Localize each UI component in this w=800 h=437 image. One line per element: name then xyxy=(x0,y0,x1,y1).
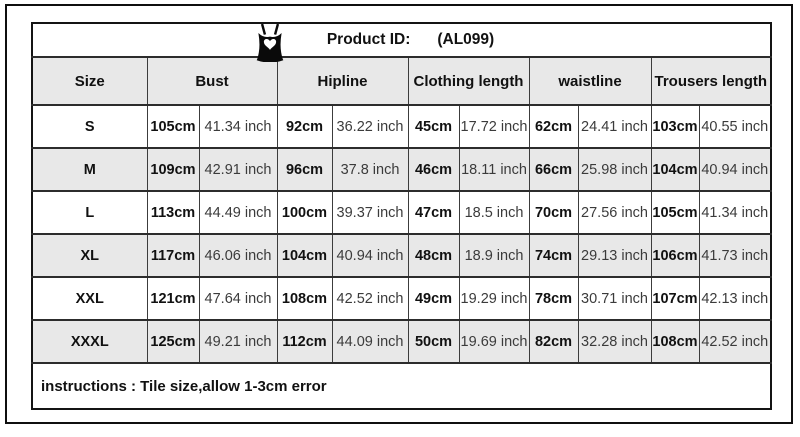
product-id-value: (AL099) xyxy=(437,31,495,48)
product-id-label: Product ID: xyxy=(326,31,411,48)
clothing-length-cm-cell: 50cm xyxy=(407,319,460,364)
hipline-inch-cell: 42.52 inch xyxy=(331,276,409,321)
clothing-length-inch-cell: 18.11 inch xyxy=(458,147,530,192)
waistline-cm-cell: 78cm xyxy=(528,276,579,321)
size-row-m: M 109cm 42.91 inch 96cm 37.8 inch 46cm 1… xyxy=(31,147,772,192)
waistline-cm-cell: 82cm xyxy=(528,319,579,364)
size-cell: L xyxy=(31,190,148,235)
size-row-xl: XL 117cm 46.06 inch 104cm 40.94 inch 48c… xyxy=(31,233,772,278)
waistline-cm-cell: 70cm xyxy=(528,190,579,235)
bust-inch-cell: 41.34 inch xyxy=(198,104,278,149)
clothing-length-inch-cell: 18.5 inch xyxy=(458,190,530,235)
product-id-cell: Product ID: (AL099) xyxy=(31,23,772,58)
waistline-inch-cell: 24.41 inch xyxy=(577,104,652,149)
clothing-length-cm-cell: 45cm xyxy=(407,104,460,149)
instructions-cell: instructions : Tile size,allow 1-3cm err… xyxy=(31,362,772,409)
hipline-cm-cell: 104cm xyxy=(276,233,333,278)
bust-cm-cell: 117cm xyxy=(146,233,200,278)
hipline-inch-cell: 44.09 inch xyxy=(331,319,409,364)
hipline-inch-cell: 39.37 inch xyxy=(331,190,409,235)
col-header-size: Size xyxy=(31,56,148,106)
waistline-inch-cell: 25.98 inch xyxy=(577,147,652,192)
size-cell: S xyxy=(31,104,148,149)
waistline-cm-cell: 74cm xyxy=(528,233,579,278)
col-header-clothing-length: Clothing length xyxy=(407,56,530,106)
hipline-cm-cell: 108cm xyxy=(276,276,333,321)
bust-inch-cell: 49.21 inch xyxy=(198,319,278,364)
bust-inch-cell: 46.06 inch xyxy=(198,233,278,278)
bust-cm-cell: 125cm xyxy=(146,319,200,364)
clothing-length-cm-cell: 49cm xyxy=(407,276,460,321)
size-row-xxxl: XXXL 125cm 49.21 inch 112cm 44.09 inch 5… xyxy=(31,319,772,364)
clothing-length-cm-cell: 46cm xyxy=(407,147,460,192)
hipline-inch-cell: 36.22 inch xyxy=(331,104,409,149)
trousers-inch-cell: 41.73 inch xyxy=(698,233,772,278)
col-header-hipline: Hipline xyxy=(276,56,409,106)
col-header-bust: Bust xyxy=(146,56,278,106)
waistline-cm-cell: 66cm xyxy=(528,147,579,192)
trousers-cm-cell: 106cm xyxy=(650,233,700,278)
column-header-row: Size Bust Hipline Clothing length waistl… xyxy=(31,56,772,106)
trousers-cm-cell: 103cm xyxy=(650,104,700,149)
size-row-s: S 105cm 41.34 inch 92cm 36.22 inch 45cm … xyxy=(31,104,772,149)
size-cell: XXL xyxy=(31,276,148,321)
waistline-inch-cell: 30.71 inch xyxy=(577,276,652,321)
clothing-length-inch-cell: 18.9 inch xyxy=(458,233,530,278)
trousers-inch-cell: 42.13 inch xyxy=(698,276,772,321)
instructions-row: instructions : Tile size,allow 1-3cm err… xyxy=(31,362,772,409)
waistline-cm-cell: 62cm xyxy=(528,104,579,149)
waistline-inch-cell: 29.13 inch xyxy=(577,233,652,278)
bust-inch-cell: 42.91 inch xyxy=(198,147,278,192)
bust-inch-cell: 47.64 inch xyxy=(198,276,278,321)
hipline-cm-cell: 112cm xyxy=(276,319,333,364)
size-chart-wrap: Product ID: (AL099) Size Bust Hipline Cl… xyxy=(31,22,773,410)
clothing-length-inch-cell: 19.29 inch xyxy=(458,276,530,321)
trousers-cm-cell: 105cm xyxy=(650,190,700,235)
hipline-inch-cell: 37.8 inch xyxy=(331,147,409,192)
waistline-inch-cell: 27.56 inch xyxy=(577,190,652,235)
trousers-inch-cell: 40.55 inch xyxy=(698,104,772,149)
size-row-l: L 113cm 44.49 inch 100cm 39.37 inch 47cm… xyxy=(31,190,772,235)
waistline-inch-cell: 32.28 inch xyxy=(577,319,652,364)
size-cell: XL xyxy=(31,233,148,278)
trousers-inch-cell: 41.34 inch xyxy=(698,190,772,235)
col-header-trousers-length: Trousers length xyxy=(650,56,772,106)
clothing-length-inch-cell: 19.69 inch xyxy=(458,319,530,364)
size-cell: M xyxy=(31,147,148,192)
hipline-cm-cell: 100cm xyxy=(276,190,333,235)
trousers-cm-cell: 107cm xyxy=(650,276,700,321)
outer-frame: Product ID: (AL099) Size Bust Hipline Cl… xyxy=(5,4,793,424)
trousers-cm-cell: 108cm xyxy=(650,319,700,364)
bust-cm-cell: 113cm xyxy=(146,190,200,235)
size-chart-table: Product ID: (AL099) Size Bust Hipline Cl… xyxy=(31,22,773,410)
product-id-row: Product ID: (AL099) xyxy=(31,23,772,58)
clothing-length-cm-cell: 47cm xyxy=(407,190,460,235)
hipline-inch-cell: 40.94 inch xyxy=(331,233,409,278)
bust-cm-cell: 109cm xyxy=(146,147,200,192)
clothing-length-inch-cell: 17.72 inch xyxy=(458,104,530,149)
hipline-cm-cell: 92cm xyxy=(276,104,333,149)
trousers-inch-cell: 40.94 inch xyxy=(698,147,772,192)
bust-cm-cell: 105cm xyxy=(146,104,200,149)
hipline-cm-cell: 96cm xyxy=(276,147,333,192)
size-row-xxl: XXL 121cm 47.64 inch 108cm 42.52 inch 49… xyxy=(31,276,772,321)
trousers-cm-cell: 104cm xyxy=(650,147,700,192)
size-cell: XXXL xyxy=(31,319,148,364)
clothing-length-cm-cell: 48cm xyxy=(407,233,460,278)
bust-cm-cell: 121cm xyxy=(146,276,200,321)
product-id-text: Product ID: (AL099) xyxy=(33,31,770,49)
trousers-inch-cell: 42.52 inch xyxy=(698,319,772,364)
bust-inch-cell: 44.49 inch xyxy=(198,190,278,235)
col-header-waistline: waistline xyxy=(528,56,652,106)
